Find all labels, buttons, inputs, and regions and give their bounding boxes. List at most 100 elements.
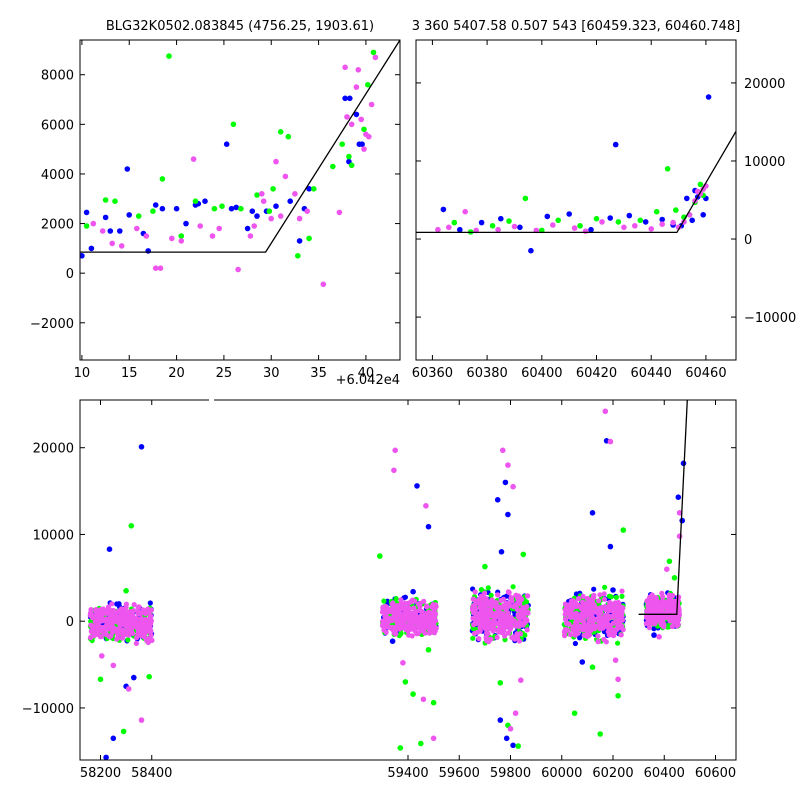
cluster-point-magenta — [133, 640, 139, 647]
data-point-green — [418, 740, 424, 747]
data-point-magenta — [99, 228, 106, 234]
cluster-point-magenta — [100, 606, 106, 612]
cluster-point-magenta — [676, 612, 682, 619]
data-point-green — [285, 133, 292, 140]
model-line — [638, 400, 688, 615]
data-point-blue — [138, 444, 145, 450]
data-point-green — [506, 218, 512, 224]
data-point-blue — [131, 674, 137, 681]
cluster-point-magenta — [136, 604, 142, 610]
cluster-point-magenta — [602, 604, 608, 610]
y-tick-label: 20000 — [744, 77, 785, 92]
cluster-point-magenta — [607, 599, 613, 606]
data-point-magenta — [355, 67, 362, 73]
cluster-point-magenta — [661, 624, 667, 630]
cluster-point-magenta — [140, 633, 146, 639]
x-tick-label: 60380 — [466, 366, 507, 381]
cluster-point-magenta — [424, 604, 430, 610]
data-point-blue — [588, 226, 594, 233]
cluster-point-magenta — [408, 599, 414, 605]
data-point-blue — [244, 225, 251, 232]
full-lightcurve-panel: 58200 58400 59400 59600 59800 60000 60200 60400… — [22, 396, 737, 781]
data-point-magenta — [423, 503, 429, 509]
cluster-point-blue — [651, 626, 657, 632]
cluster-point-magenta — [656, 600, 662, 606]
data-point-blue — [612, 141, 619, 148]
cluster-point-green — [615, 640, 621, 646]
cluster-point-magenta — [108, 633, 114, 639]
cluster-point-magenta — [396, 625, 402, 631]
cluster-point-magenta — [582, 624, 588, 630]
data-point-blue — [502, 479, 509, 486]
cluster-point-magenta — [387, 607, 393, 614]
cluster-point-magenta — [126, 623, 132, 630]
data-point-green — [522, 195, 529, 202]
data-point-blue — [498, 549, 505, 555]
data-point-blue — [296, 238, 303, 244]
cluster-point-magenta — [570, 626, 576, 632]
cluster-point-magenta — [427, 616, 433, 622]
data-point-blue — [651, 632, 657, 638]
cluster-point-magenta — [116, 620, 122, 626]
data-point-magenta — [400, 660, 406, 666]
cluster-point-magenta — [617, 618, 623, 624]
cluster-point-magenta — [517, 631, 524, 637]
cluster-point-magenta — [431, 611, 437, 617]
data-point-magenta — [372, 54, 379, 61]
data-point-magenta — [505, 462, 511, 468]
data-point-blue — [347, 95, 353, 102]
cluster-point-magenta — [409, 633, 415, 639]
cluster-point-magenta — [510, 618, 516, 624]
cluster-point-magenta — [601, 596, 608, 602]
cluster-point-magenta — [476, 610, 483, 617]
x-tick-label: 58400 — [131, 766, 172, 781]
cluster-point-magenta — [643, 621, 650, 627]
data-point-magenta — [273, 158, 279, 165]
data-point-green — [219, 203, 225, 209]
data-point-magenta — [320, 281, 327, 288]
zoom-panel-left: BLG32K0502.083845 (4756.25, 1903.61) 10 1… — [30, 19, 401, 388]
cluster-point-magenta — [105, 604, 111, 610]
cluster-point-magenta — [419, 612, 425, 618]
data-point-blue — [579, 659, 586, 665]
data-point-green — [615, 219, 622, 225]
cluster-point-magenta — [607, 623, 613, 630]
data-point-magenta — [648, 226, 654, 232]
data-point-magenta — [209, 233, 216, 239]
cluster-point-magenta — [595, 633, 601, 639]
cluster-point-magenta — [509, 598, 515, 604]
data-point-magenta — [435, 226, 441, 233]
data-point-green — [211, 205, 218, 212]
cluster-point-magenta — [512, 636, 518, 642]
cluster-point-magenta — [479, 621, 485, 627]
cluster-point-magenta — [408, 612, 414, 618]
y-tick-label: −10000 — [22, 702, 74, 717]
panel-left-title: BLG32K0502.083845 (4756.25, 1903.61) — [106, 19, 374, 34]
data-point-green — [589, 664, 596, 670]
data-point-blue — [249, 208, 256, 214]
cluster-point-magenta — [406, 622, 412, 628]
cluster-point-magenta — [123, 604, 129, 610]
cluster-point-magenta — [125, 629, 131, 635]
cluster-point-green — [608, 594, 614, 600]
data-point-green — [653, 208, 660, 215]
cluster-point-magenta — [390, 600, 396, 606]
data-point-magenta — [190, 156, 197, 162]
x-tick-label: 25 — [216, 366, 233, 381]
data-point-magenta — [138, 717, 145, 723]
data-point-blue — [202, 198, 208, 204]
cluster-point-magenta — [591, 592, 597, 599]
data-point-blue — [126, 212, 132, 218]
cluster-point-magenta — [589, 599, 595, 605]
cluster-point-magenta — [619, 609, 625, 616]
cluster-point-magenta — [470, 607, 476, 613]
cluster-point-magenta — [476, 636, 482, 642]
cluster-point-magenta — [615, 599, 621, 606]
data-point-magenta — [118, 243, 125, 249]
data-point-magenta — [125, 686, 132, 692]
y-tick-label: 6000 — [41, 118, 74, 133]
cluster-point-magenta — [472, 589, 478, 595]
data-point-green — [102, 197, 109, 203]
data-point-blue — [610, 587, 616, 593]
data-point-magenta — [676, 533, 683, 539]
